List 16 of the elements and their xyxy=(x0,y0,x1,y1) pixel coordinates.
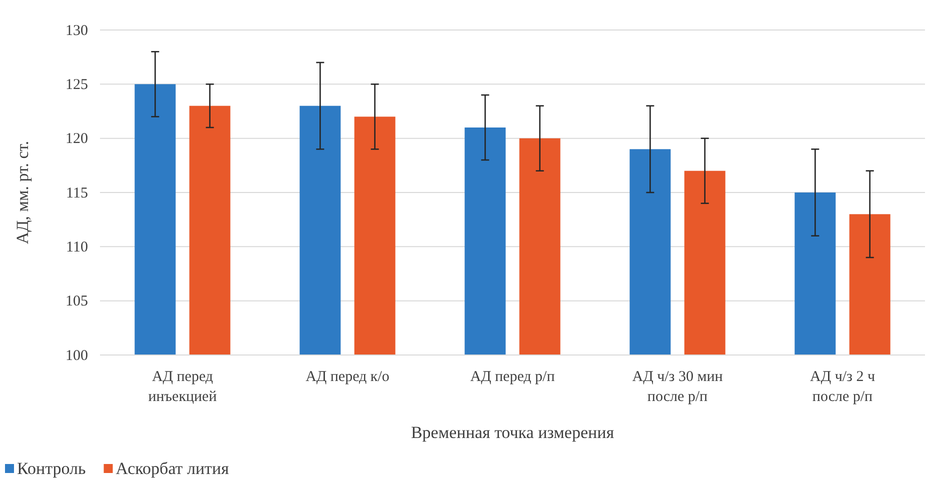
x-tick-label: АД перед р/п xyxy=(470,369,555,385)
y-tick-label: 120 xyxy=(66,131,88,148)
x-axis-title: Временная точка измерения xyxy=(410,423,614,442)
x-tick-label: АД перед к/о xyxy=(306,369,390,385)
y-tick-label: 125 xyxy=(66,76,88,93)
y-tick-label: 100 xyxy=(66,348,88,364)
legend-label: Контроль xyxy=(17,459,86,478)
x-tick-label: АД ч/з 30 мин после р/п xyxy=(632,369,723,405)
y-tick-label: 105 xyxy=(66,294,88,310)
legend-label: Аскорбат лития xyxy=(116,459,230,478)
y-axis-title: АД, мм. рт. ст. xyxy=(13,140,32,244)
x-tick-label: АД ч/з 2 ч после р/п xyxy=(810,369,876,405)
y-tick-label: 115 xyxy=(66,185,88,202)
x-tick-label: АД перед инъекцией xyxy=(148,369,217,405)
y-tick-label: 130 xyxy=(66,22,88,39)
y-tick-label: 110 xyxy=(66,239,88,256)
